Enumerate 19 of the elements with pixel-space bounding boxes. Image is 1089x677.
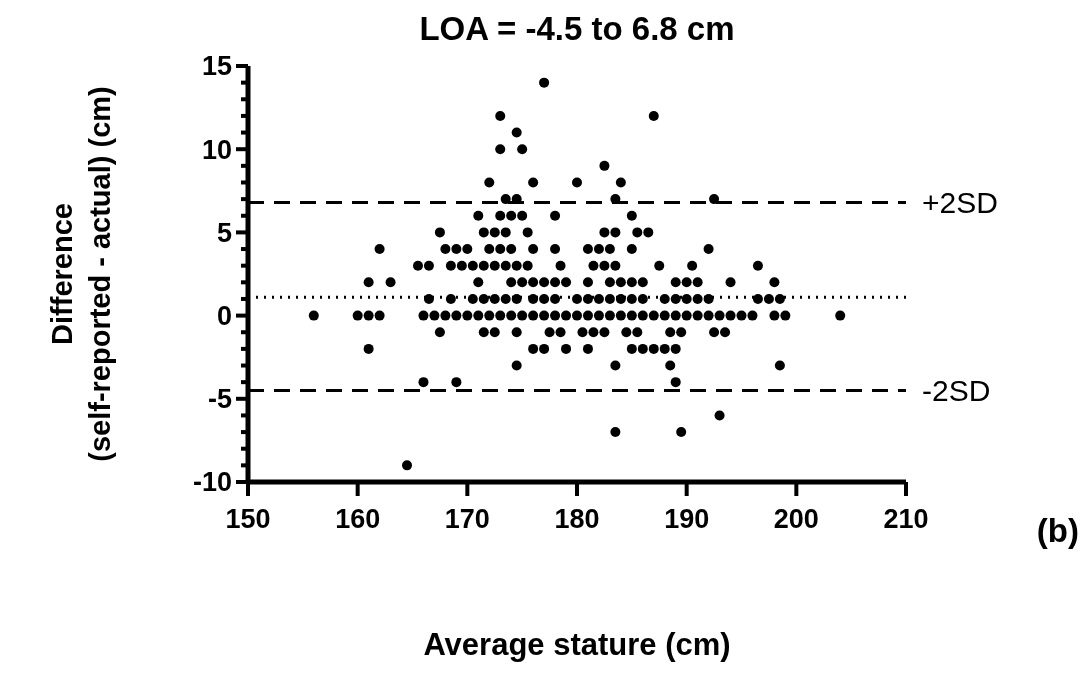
y-tick-label: 0 xyxy=(216,301,232,332)
text: (b) xyxy=(1036,512,1079,550)
y-tick-label: 5 xyxy=(216,217,232,248)
y-tick-label: -5 xyxy=(207,384,232,415)
ref-line-label: -2SD xyxy=(922,374,991,408)
x-tick-label: 160 xyxy=(335,504,381,534)
y-tick-label: 15 xyxy=(201,51,232,82)
x-tick-label: 180 xyxy=(554,504,600,534)
x-tick-label: 170 xyxy=(444,504,490,534)
chart-title: LOA = -4.5 to 6.8 cm xyxy=(418,10,736,48)
y-axis-title: Difference (self-reported - actual) (cm) xyxy=(45,85,117,464)
x-axis-title: Average stature (cm) xyxy=(422,627,732,663)
x-tick-label: 150 xyxy=(225,504,271,534)
x-tick-label: 200 xyxy=(773,504,819,534)
x-tick-label: 210 xyxy=(883,504,929,534)
y-tick-label: 10 xyxy=(201,134,232,165)
x-tick-label: 190 xyxy=(664,504,710,534)
ref-line-label: +2SD xyxy=(922,186,998,220)
y-tick-label: -10 xyxy=(192,467,232,498)
